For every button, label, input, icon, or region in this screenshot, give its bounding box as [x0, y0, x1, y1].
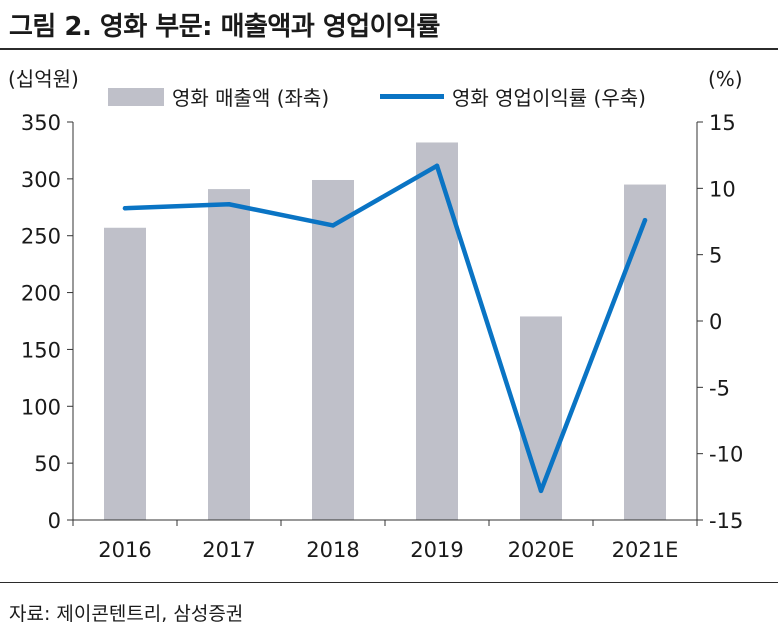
legend-line-label: 영화 영업이익률 (우축): [452, 86, 646, 110]
title-divider: [0, 48, 778, 50]
left-tick-label: 0: [48, 509, 61, 533]
left-tick-label: 300: [21, 168, 61, 192]
line-point-2020E: [538, 488, 544, 494]
right-axis-label: (%): [708, 67, 743, 91]
line-point-2019: [434, 163, 440, 168]
x-tick-label: 2016: [98, 538, 151, 562]
bar-2018: [312, 179, 354, 520]
margin-line: [122, 163, 648, 494]
legend-bar-label: 영화 매출액 (좌축): [172, 86, 329, 110]
right-tick-label: 10: [709, 177, 736, 201]
left-tick-label: 100: [21, 395, 61, 419]
right-tick-label: 15: [709, 111, 736, 135]
line-point-2018: [330, 223, 336, 228]
legend: 영화 매출액 (좌축) 영화 영업이익률 (우축): [108, 86, 646, 110]
x-tick-label: 2021E: [612, 538, 679, 562]
tick-labels: 0 50 100 150 200 250 300 350 -15 -10 -5 0 5 10 15 2016 2…: [21, 111, 743, 562]
figure-title: 그림 2. 영화 부문: 매출액과 영업이익률: [9, 12, 440, 42]
legend-bar-swatch: [108, 88, 164, 106]
line-point-2016: [122, 206, 128, 211]
left-tick-label: 150: [21, 338, 61, 362]
right-tick-label: -10: [709, 443, 743, 467]
axes: [67, 121, 703, 526]
bar-2016: [104, 227, 146, 521]
bar-2017: [208, 189, 250, 520]
x-tick-label: 2020E: [508, 538, 575, 562]
footer-divider: [0, 582, 778, 583]
right-tick-label: -15: [709, 509, 743, 533]
line-point-2021E: [642, 217, 648, 223]
line-point-2017: [226, 202, 232, 207]
legend-line-swatch: [380, 94, 444, 99]
left-tick-label: 50: [34, 452, 61, 476]
source-note: 자료: 제이콘텐트리, 삼성증권: [9, 603, 244, 625]
right-tick-label: -5: [709, 376, 730, 400]
right-tick-label: 0: [709, 310, 722, 334]
left-axis-label: (십억원): [8, 67, 79, 91]
x-tick-label: 2017: [202, 538, 255, 562]
line-series: [122, 163, 648, 494]
left-tick-label: 250: [21, 225, 61, 249]
bar-2021E: [624, 184, 666, 521]
x-tick-label: 2019: [410, 538, 463, 562]
left-tick-label: 200: [21, 282, 61, 306]
right-tick-label: 5: [709, 244, 722, 268]
bar-2019: [416, 142, 458, 520]
x-tick-label: 2018: [306, 538, 359, 562]
bar-series: [104, 142, 666, 521]
left-tick-label: 350: [21, 111, 61, 135]
